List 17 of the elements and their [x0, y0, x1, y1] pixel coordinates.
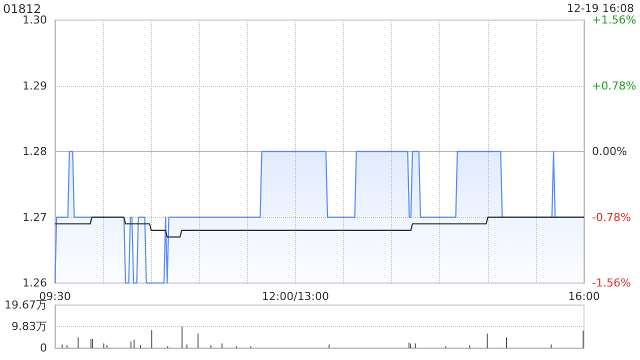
x-tick-label: 12:00/13:00: [262, 290, 330, 303]
y2-tick-label: +0.78%: [592, 79, 636, 92]
y-tick-label: 9.83万: [12, 320, 47, 334]
y-tick-label: 1.27: [22, 210, 47, 224]
y2-tick-label: -1.56%: [592, 276, 631, 290]
y-tick-label: 0: [40, 342, 47, 354]
y2-tick-label: +1.56%: [592, 14, 636, 26]
text: 12-19 16:08: [566, 2, 634, 15]
chart-title: 01812: [3, 2, 42, 16]
y-tick-label: 1.28: [22, 145, 47, 158]
y-tick-label: 1.30: [22, 14, 47, 26]
x-tick-label: 16:00: [568, 290, 600, 303]
y2-tick-label: 0.00%: [592, 145, 627, 158]
y2-tick-label: -0.78%: [592, 210, 631, 224]
y-tick-label: 1.26: [22, 276, 47, 290]
line-series: [54, 216, 585, 238]
y-tick-label: 1.29: [22, 79, 47, 92]
